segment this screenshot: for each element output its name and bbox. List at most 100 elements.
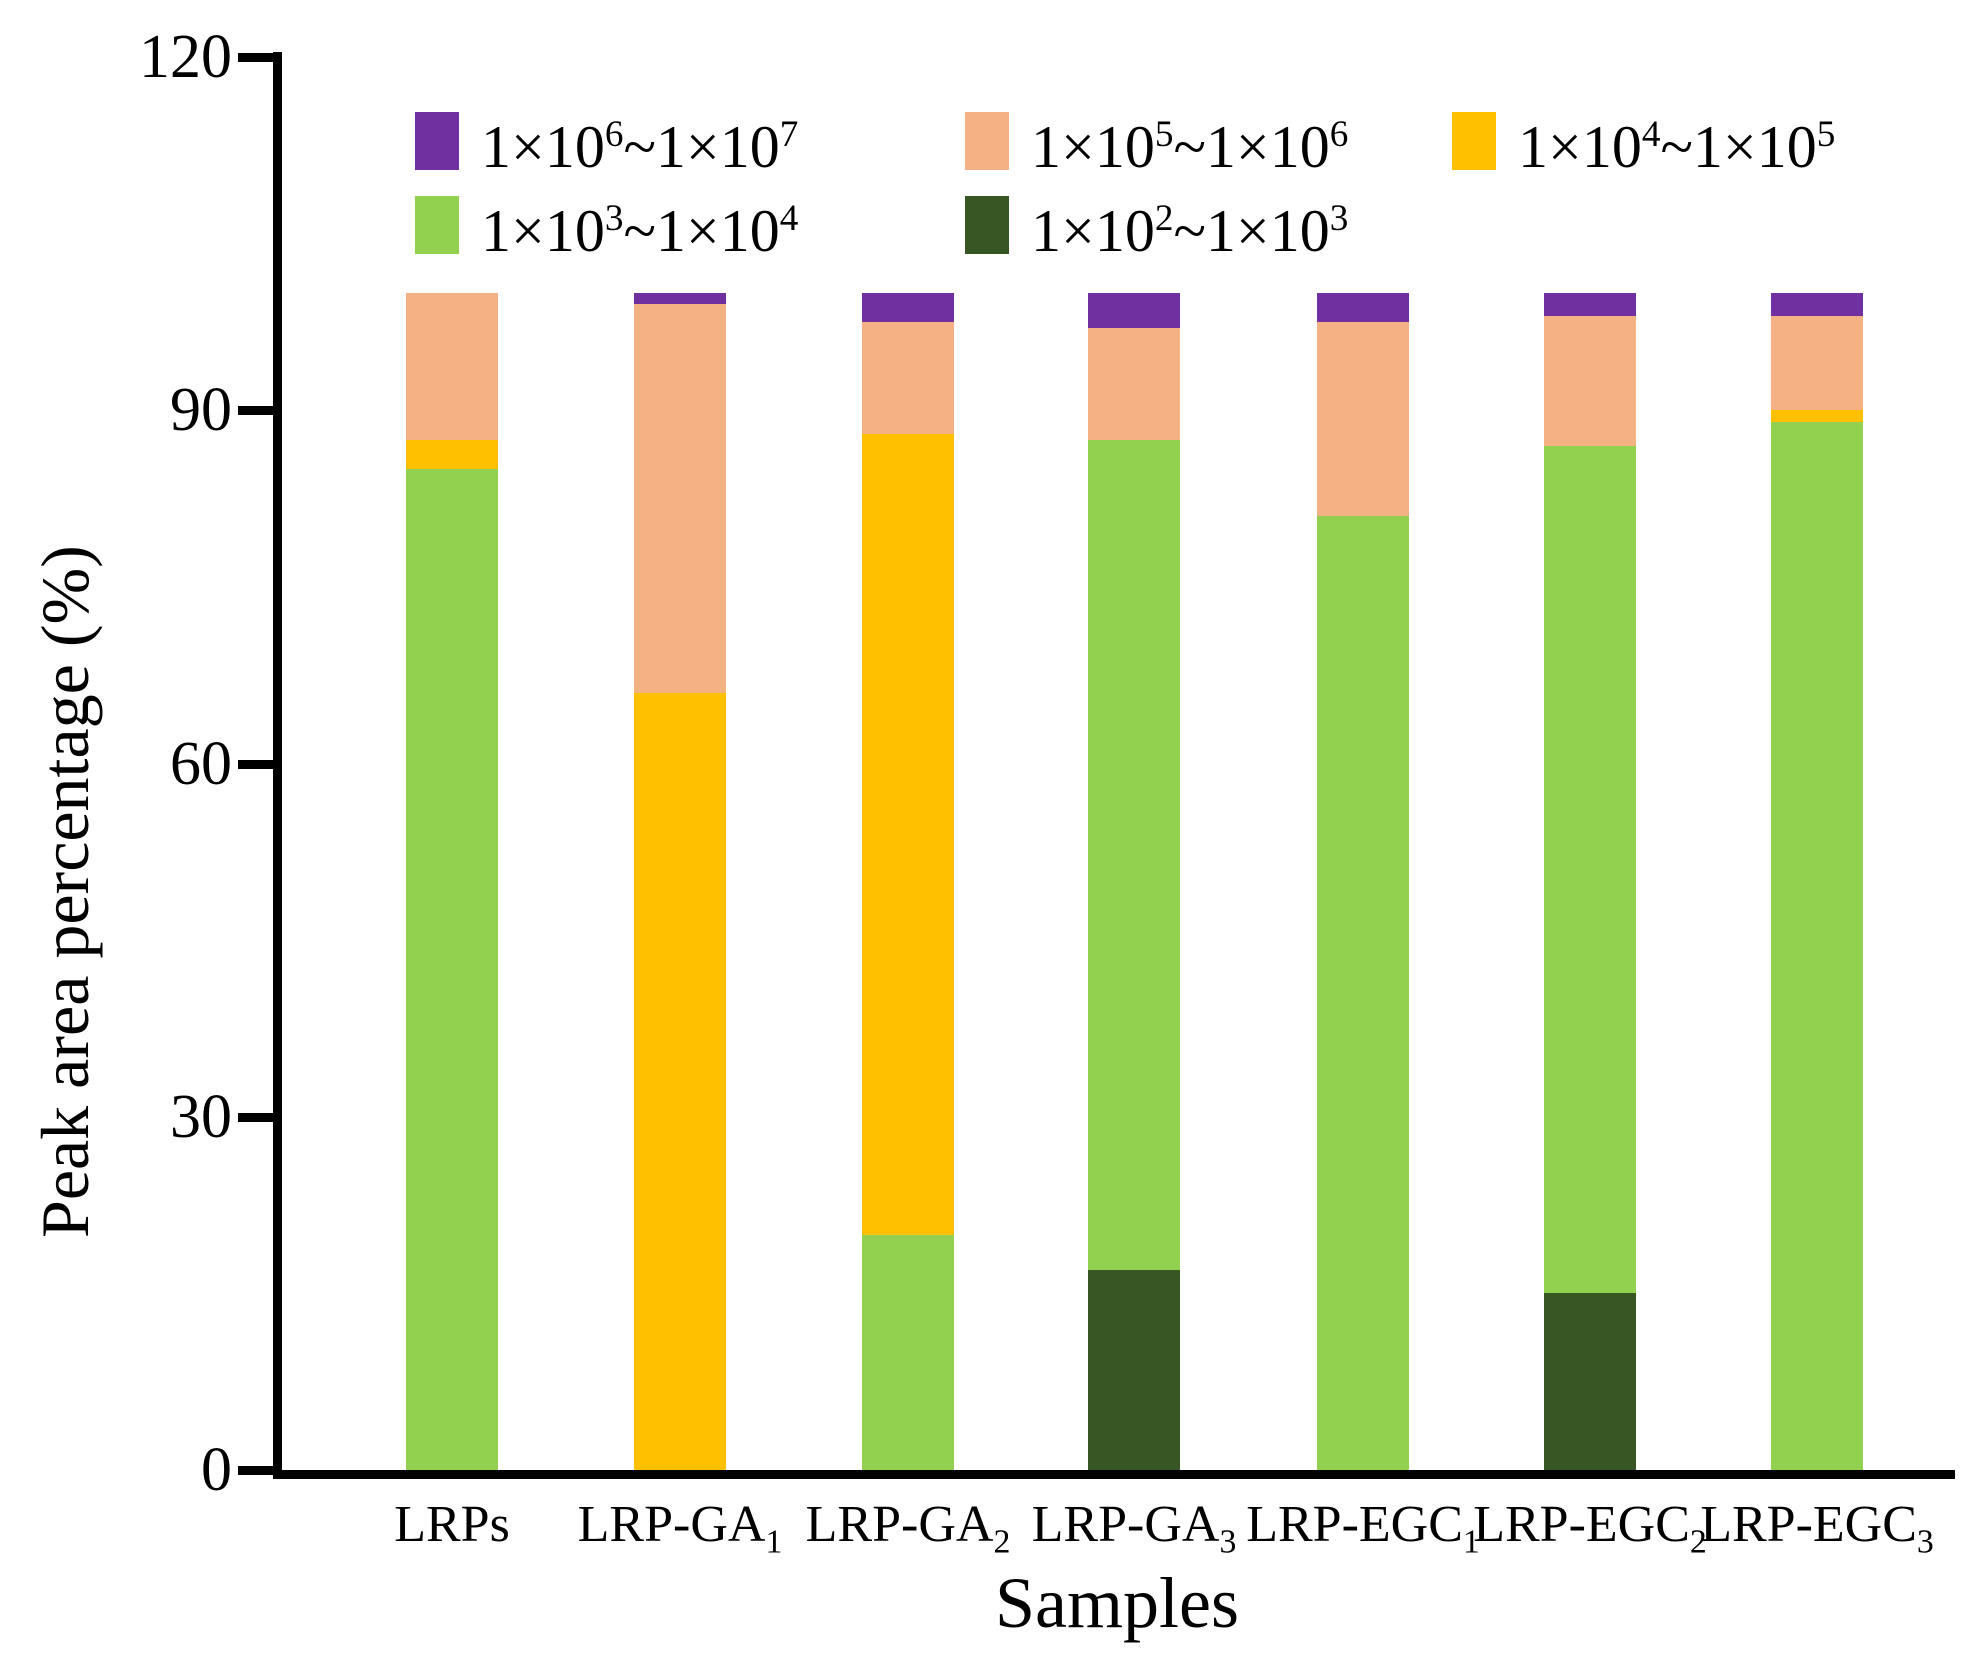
bar-segment-lrp-ga2-series4	[862, 292, 954, 322]
legend-label-part: 1×10	[481, 198, 605, 264]
legend-label: 1×104~1×105	[1518, 103, 1835, 179]
plot-area	[278, 57, 1955, 1470]
bar-lrp-egc2	[1544, 292, 1636, 1470]
legend-label-part: 1×10	[481, 114, 605, 180]
bar-lrp-egc1	[1317, 292, 1409, 1470]
category-label-text: LRP-EGC	[1473, 1496, 1690, 1553]
legend-label-part: 3	[1329, 198, 1349, 239]
legend-label-part: 4	[779, 198, 799, 239]
y-axis-tick	[238, 759, 276, 769]
bar-segment-lrps-series2	[406, 439, 498, 470]
category-label-text: LRP-GA	[1031, 1496, 1220, 1553]
legend-swatch	[965, 112, 1009, 170]
bar-segment-lrp-ga3-series0	[1088, 1269, 1180, 1470]
legend-swatch	[415, 196, 459, 254]
x-axis-category-label: LRPs	[394, 1497, 510, 1553]
category-label-text: LRP-EGC	[1246, 1496, 1463, 1553]
bar-segment-lrp-egc2-series4	[1544, 292, 1636, 317]
category-label-subscript: 3	[1916, 1523, 1934, 1561]
y-axis-tick-label: 60	[170, 729, 232, 798]
legend-label-part: ~1×10	[1173, 114, 1330, 180]
bar-lrp-ga3	[1088, 292, 1180, 1470]
bar-lrps	[406, 292, 498, 1470]
bar-segment-lrp-egc3-series2	[1771, 410, 1863, 423]
chart-legend: 1×106~1×107 1×105~1×106 1×104~1×105 1×103~1…	[415, 103, 1835, 263]
legend-label: 1×105~1×106	[1031, 103, 1348, 179]
x-axis-category-label: LRP-EGC1	[1246, 1497, 1480, 1570]
bar-segment-lrp-egc1-series4	[1317, 292, 1409, 322]
bar-segment-lrp-egc2-series1	[1544, 445, 1636, 1294]
legend-label: 1×103~1×104	[481, 187, 798, 263]
legend-item: 1×102~1×103	[965, 187, 1452, 263]
y-axis-tick-label: 120	[139, 23, 232, 91]
legend-label-part: 5	[1154, 114, 1174, 155]
bar-segment-lrp-ga2-series1	[862, 1234, 954, 1470]
bar-segment-lrp-egc3-series1	[1771, 422, 1863, 1470]
category-label-text: LRP-EGC	[1700, 1496, 1917, 1553]
y-axis-tick-label: 90	[170, 376, 232, 445]
x-axis-title: Samples	[995, 1563, 1239, 1643]
bar-segment-lrp-egc3-series3	[1771, 316, 1863, 411]
legend-swatch	[965, 196, 1009, 254]
legend-label: 1×106~1×107	[481, 103, 798, 179]
category-label-text: LRP-GA	[805, 1496, 994, 1553]
legend-item: 1×104~1×105	[1452, 103, 1835, 179]
legend-item: 1×103~1×104	[415, 187, 965, 263]
y-axis-line	[273, 52, 282, 1479]
bar-segment-lrp-ga2-series3	[862, 321, 954, 434]
bar-lrp-egc3	[1771, 292, 1863, 1470]
legend-label: 1×102~1×103	[1031, 187, 1348, 263]
category-label-text: LRP-GA	[577, 1496, 766, 1553]
x-axis-category-label: LRP-EGC2	[1473, 1497, 1707, 1570]
y-axis-tick-label: 0	[201, 1436, 232, 1504]
x-axis-category-label: LRP-GA1	[578, 1497, 783, 1570]
legend-label-part: 3	[604, 198, 624, 239]
bar-segment-lrp-ga1-series2	[634, 692, 726, 1470]
legend-label-part: 6	[1329, 114, 1349, 155]
y-axis-tick	[238, 53, 276, 62]
category-label-subscript: 2	[993, 1523, 1011, 1561]
bar-lrp-ga2	[862, 292, 954, 1470]
bar-segment-lrp-egc1-series3	[1317, 321, 1409, 517]
bar-segment-lrp-egc3-series4	[1771, 292, 1863, 317]
category-label-subscript: 3	[1219, 1523, 1237, 1561]
legend-label-part: 4	[1641, 114, 1661, 155]
legend-label-part: 1×10	[1518, 114, 1642, 180]
legend-label-part: 1×10	[1031, 114, 1155, 180]
bar-segment-lrps-series3	[406, 292, 498, 440]
bar-segment-lrp-ga3-series1	[1088, 439, 1180, 1270]
legend-swatch	[1452, 112, 1496, 170]
legend-swatch	[415, 112, 459, 170]
bar-segment-lrp-egc2-series3	[1544, 316, 1636, 446]
bar-segment-lrp-egc2-series0	[1544, 1293, 1636, 1470]
legend-label-part: 7	[779, 114, 799, 155]
legend-label-part: 1×10	[1031, 198, 1155, 264]
y-axis-tick	[238, 1112, 276, 1122]
bar-segment-lrp-ga2-series2	[862, 433, 954, 1235]
category-label-subscript: 1	[765, 1523, 783, 1561]
legend-label-part: 2	[1154, 198, 1174, 239]
legend-label-part: ~1×10	[623, 198, 780, 264]
legend-label-part: ~1×10	[1660, 114, 1817, 180]
legend-label-part: 6	[604, 114, 624, 155]
x-axis-category-label: LRP-GA3	[1032, 1497, 1237, 1570]
category-label-text: LRPs	[394, 1496, 510, 1553]
bar-segment-lrp-ga3-series4	[1088, 292, 1180, 328]
x-axis-category-label: LRP-GA2	[806, 1497, 1011, 1570]
category-label-subscript: 2	[1689, 1523, 1707, 1561]
y-axis-tick	[238, 1466, 276, 1475]
bar-segment-lrp-egc1-series1	[1317, 516, 1409, 1470]
bar-segment-lrp-ga1-series3	[634, 304, 726, 693]
x-axis-line	[273, 1470, 1955, 1479]
bar-segment-lrp-ga1-series4	[634, 292, 726, 305]
legend-item: 1×106~1×107	[415, 103, 965, 179]
legend-item: 1×105~1×106	[965, 103, 1452, 179]
legend-label-part: ~1×10	[623, 114, 780, 180]
x-axis-category-label: LRP-EGC3	[1700, 1497, 1934, 1570]
bar-lrp-ga1	[634, 292, 726, 1470]
legend-label-part: 5	[1816, 114, 1836, 155]
bar-segment-lrp-ga3-series3	[1088, 327, 1180, 440]
bar-segment-lrps-series1	[406, 469, 498, 1470]
y-axis-tick-label: 30	[170, 1082, 232, 1151]
